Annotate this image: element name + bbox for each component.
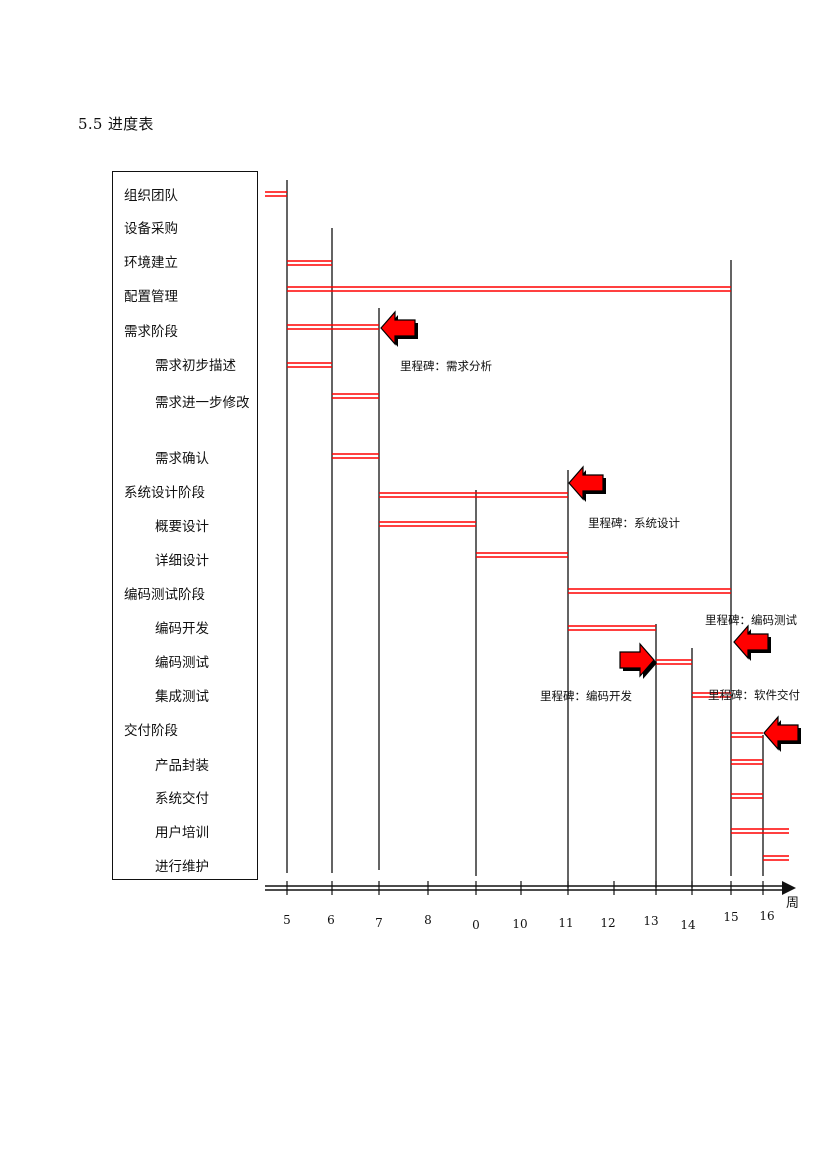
task-label: 需求初步描述 [155, 358, 236, 374]
section-heading: 5.5 进度表 [78, 115, 154, 133]
task-label: 概要设计 [155, 519, 209, 535]
milestone-arrow [568, 465, 604, 501]
tick-label: 15 [723, 910, 739, 924]
task-label: 环境建立 [124, 255, 178, 271]
milestone-label: 里程碑：需求分析 [400, 359, 492, 373]
tick-label: 14 [680, 918, 696, 932]
time-axis [265, 881, 796, 895]
milestone-label: 里程碑：编码开发 [540, 689, 632, 703]
milestone-arrow [763, 715, 799, 751]
axis-unit-label: 周 [786, 896, 800, 911]
task-label: 需求阶段 [124, 324, 178, 340]
tick-label: 10 [512, 917, 528, 931]
week-lines [286, 180, 764, 888]
tick-label: 7 [375, 916, 383, 930]
tick-label: 12 [600, 916, 616, 930]
tick-label: 11 [558, 916, 574, 930]
task-label: 编码测试 [155, 655, 209, 671]
task-label: 交付阶段 [124, 723, 178, 739]
milestone-label: 里程碑：软件交付 [708, 688, 800, 702]
task-label: 编码开发 [155, 621, 209, 637]
task-label: 系统交付 [155, 791, 209, 807]
milestone-arrow [380, 310, 416, 346]
tick-label: 8 [424, 913, 432, 927]
milestone-arrows [380, 310, 801, 752]
task-label: 进行维护 [155, 859, 209, 875]
tick-label: 5 [283, 913, 291, 927]
task-bars [265, 191, 789, 861]
milestone-label: 里程碑：编码测试 [705, 613, 797, 627]
task-label: 详细设计 [155, 553, 209, 569]
task-label: 系统设计阶段 [124, 485, 205, 501]
task-label: 编码测试阶段 [124, 587, 205, 603]
task-label: 组织团队 [124, 188, 178, 204]
task-label: 设备采购 [124, 221, 178, 237]
task-label: 用户培训 [155, 825, 209, 841]
axis-arrowhead [782, 881, 796, 895]
task-list-box [112, 171, 258, 880]
task-label: 配置管理 [124, 289, 178, 305]
tick-label: 16 [759, 909, 775, 923]
milestone-arrow [619, 642, 655, 678]
tick-label: 6 [327, 913, 335, 927]
milestone-arrow [733, 624, 769, 660]
tick-label: 0 [472, 918, 480, 932]
task-label: 需求进一步修改 [155, 395, 250, 411]
task-label: 集成测试 [155, 689, 209, 705]
tick-label: 13 [643, 914, 659, 928]
milestone-label: 里程碑：系统设计 [588, 516, 680, 530]
task-label: 产品封装 [155, 758, 209, 774]
task-label: 需求确认 [155, 451, 209, 467]
